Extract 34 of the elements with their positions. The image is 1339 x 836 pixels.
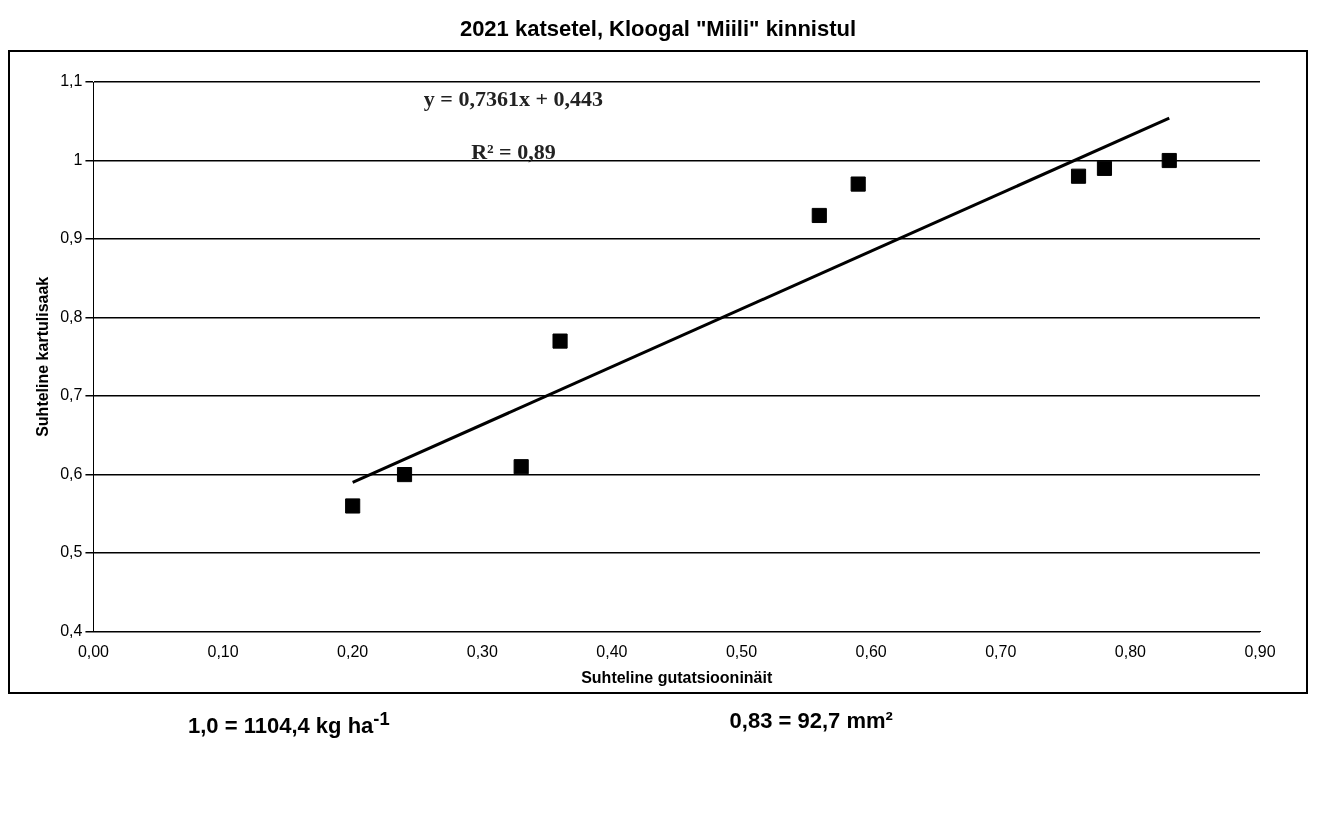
y-axis-title: Suhteline kartulisaak [34, 276, 52, 437]
y-tick-label: 0,5 [60, 543, 83, 561]
point [1070, 168, 1087, 184]
x-tick-label: 0,00 [77, 642, 110, 660]
x-tick-label: 0,70 [985, 642, 1017, 660]
annotation: y = 0,7361x + 0,443 [423, 86, 603, 112]
point [850, 176, 866, 192]
point [1096, 160, 1113, 176]
y-tick-label: 0,9 [60, 229, 83, 247]
y-tick-label: 0,7 [60, 386, 83, 404]
text: 1,0 = 1104,4 kg ha$^{-1}$ [188, 708, 390, 740]
point [1161, 152, 1177, 169]
y-tick-label: 0,4 [60, 622, 83, 640]
x-tick-label: 0,20 [337, 642, 369, 660]
point [513, 459, 529, 475]
x-tick-label: 0,80 [1114, 642, 1147, 660]
x-tick-label: 0,40 [596, 642, 628, 660]
y-tick-label: 1 [73, 150, 83, 168]
x-tick-label: 0,60 [855, 642, 887, 660]
point [811, 207, 827, 224]
point [552, 333, 568, 349]
y-tick-label: 0,6 [60, 464, 83, 482]
x-tick-label: 0,90 [1244, 642, 1276, 660]
x-tick-label: 0,50 [725, 642, 758, 660]
text: 0,83 = 92,7 mm² [729, 708, 893, 735]
y-tick-label: 1,1 [60, 72, 83, 90]
point [345, 498, 361, 514]
x-tick-label: 0,30 [466, 642, 498, 660]
x-tick-label: 0,10 [207, 642, 239, 660]
x-axis-title: Suhteline gutatsiooninäit [581, 668, 773, 686]
point [396, 467, 413, 483]
y-tick-label: 0,8 [60, 307, 83, 325]
annotation: R² = 0,89 [471, 138, 556, 164]
chart-title: 2021 katsetel, Kloogal "Miili" kinnistul [458, 15, 858, 43]
